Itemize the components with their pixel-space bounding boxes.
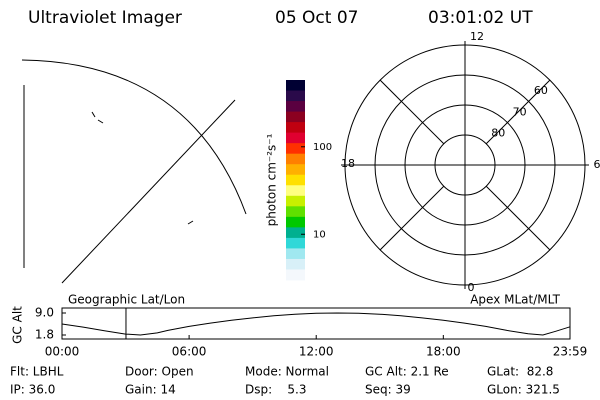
polar-spoke: [379, 185, 445, 251]
info-field: Flt: LBHL: [10, 365, 64, 379]
colorbar-segment: [286, 195, 305, 207]
panel-label: Geographic Lat/Lon: [68, 293, 185, 307]
map-line: [187, 220, 194, 225]
colorbar-segment: [286, 269, 305, 281]
x-tick-label: 12:00: [299, 345, 334, 359]
info-field: GC Alt: 2.1 Re: [365, 365, 449, 379]
info-field: Door: Open: [125, 365, 194, 379]
y-axis-label: GC Alt: [11, 306, 25, 344]
colorbar-label: photon cm⁻²s⁻¹: [265, 133, 279, 226]
polar-spoke: [485, 185, 551, 251]
colorbar-segment: [286, 237, 305, 249]
y-tick-label: 9.0: [35, 306, 54, 320]
info-field: IP: 36.0: [10, 383, 55, 397]
colorbar-segment: [286, 122, 305, 134]
colorbar-segment: [286, 227, 305, 239]
map-line: [97, 119, 104, 124]
geo-map: [21, 59, 247, 284]
colorbar-segment: [286, 248, 305, 260]
colorbar-segment: [286, 164, 305, 176]
panel-label: Apex MLat/MLT: [470, 293, 560, 307]
altitude-line: [61, 312, 571, 336]
info-field: Mode: Normal: [245, 365, 329, 379]
polar-mlt-label: 18: [341, 157, 355, 170]
colorbar-segment: [286, 143, 305, 155]
map-line: [21, 59, 247, 215]
title: Ultraviolet Imager: [28, 8, 182, 28]
polar-lat-label: 70: [513, 105, 527, 118]
info-field: Dsp: 5.3: [245, 383, 307, 397]
x-tick-label: 23:59: [553, 345, 588, 359]
colorbar-segment: [286, 153, 305, 165]
colorbar-segment: [286, 185, 305, 197]
polar-mlt-label: 6: [594, 158, 600, 171]
polar-spoke: [485, 79, 551, 145]
info-field: GLon: 321.5: [487, 383, 560, 397]
date: 05 Oct 07: [275, 8, 358, 28]
colorbar-segment: [286, 101, 305, 113]
colorbar-segment: [286, 216, 305, 228]
polar-mlt-label: 12: [470, 30, 484, 43]
colorbar-tick-label: 100: [313, 142, 332, 153]
info-field: Seq: 39: [365, 383, 411, 397]
colorbar-segment: [286, 111, 305, 123]
colorbar-segment: [286, 132, 305, 144]
colorbar-segment: [286, 90, 305, 102]
polar-mlt-label: 0: [468, 281, 475, 294]
colorbar-segment: [286, 80, 305, 92]
polar-lat-label: 60: [534, 84, 548, 97]
info-field: Gain: 14: [125, 383, 176, 397]
colorbar-segment: [286, 174, 305, 186]
polar-lat-label: 80: [491, 127, 505, 140]
colorbar-tick-label: 10: [313, 229, 326, 240]
info-field: GLat: 82.8: [487, 365, 553, 379]
map-line: [61, 99, 236, 284]
time: 03:01:02 UT: [428, 8, 533, 28]
polar-spoke: [379, 79, 445, 145]
x-tick-label: 06:00: [172, 345, 207, 359]
colorbar-segment: [286, 206, 305, 218]
map-line: [91, 111, 96, 118]
y-tick-label: 1.8: [35, 328, 54, 342]
plot-frame: [61, 307, 571, 340]
x-tick-label: 00:00: [45, 345, 80, 359]
x-tick-label: 18:00: [426, 345, 461, 359]
colorbar-segment: [286, 258, 305, 270]
